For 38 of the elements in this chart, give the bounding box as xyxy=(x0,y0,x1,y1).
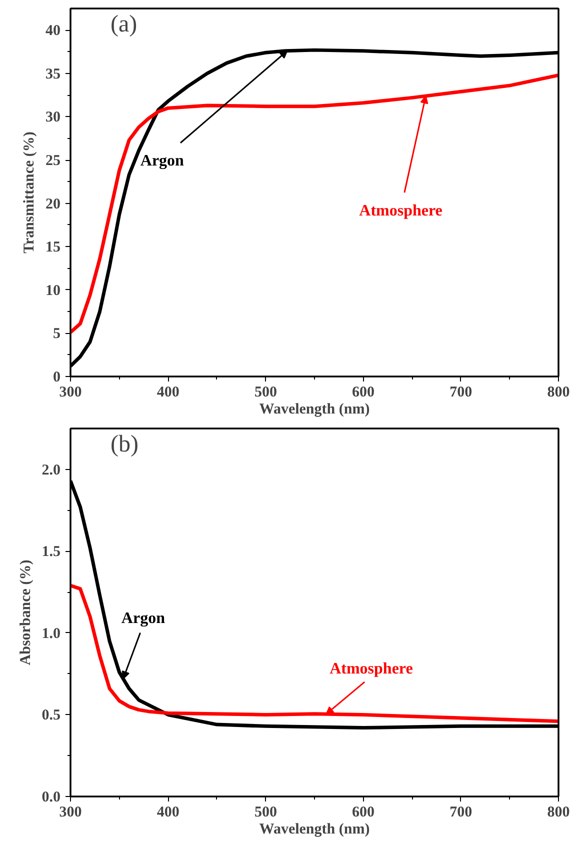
series-label: Argon xyxy=(121,610,166,628)
x-axis-title: Wavelength (nm) xyxy=(259,822,370,838)
y-tick-label: 15 xyxy=(46,240,60,256)
x-tick-label: 800 xyxy=(547,384,570,400)
x-tick-label: 800 xyxy=(547,804,570,820)
y-tick-label: 0 xyxy=(53,370,60,386)
y-tick-label: 35 xyxy=(46,66,60,82)
y-tick-label: 25 xyxy=(46,153,60,170)
x-tick-label: 300 xyxy=(59,804,82,820)
x-tick-label: 400 xyxy=(156,804,180,820)
x-tick-label: 600 xyxy=(352,804,375,820)
y-tick-label: 5 xyxy=(53,326,60,342)
x-axis-title: Wavelength (nm) xyxy=(259,402,370,418)
chart-title: (a) xyxy=(110,12,138,38)
x-tick-label: 600 xyxy=(352,384,375,400)
x-tick-label: 400 xyxy=(156,384,180,400)
y-axis-title: Transmittance (%) xyxy=(22,132,38,254)
x-tick-label: 500 xyxy=(254,804,277,820)
series-label: Argon xyxy=(140,152,184,170)
x-tick-label: 500 xyxy=(254,384,277,400)
y-tick-label: 0.5 xyxy=(42,708,60,724)
y-tick-label: 1.5 xyxy=(42,544,60,560)
line-series xyxy=(70,584,558,724)
text: Atmosphere xyxy=(330,660,413,678)
chart-title: (b) xyxy=(110,432,138,458)
y-tick-label: 20 xyxy=(46,196,60,212)
y-axis-title: Absorbance (%) xyxy=(18,560,34,666)
text: Atmosphere xyxy=(359,202,442,220)
y-tick-label: 1.0 xyxy=(42,626,60,642)
y-tick-label: 2.0 xyxy=(42,462,60,478)
x-tick-label: 300 xyxy=(59,384,82,400)
x-tick-label: 700 xyxy=(450,804,472,820)
line-series xyxy=(70,73,558,334)
y-tick-label: 30 xyxy=(46,110,60,126)
y-tick-label: 0.0 xyxy=(42,790,60,806)
y-tick-label: 10 xyxy=(46,282,60,299)
x-tick-label: 700 xyxy=(450,384,472,400)
y-tick-label: 40 xyxy=(46,23,60,40)
